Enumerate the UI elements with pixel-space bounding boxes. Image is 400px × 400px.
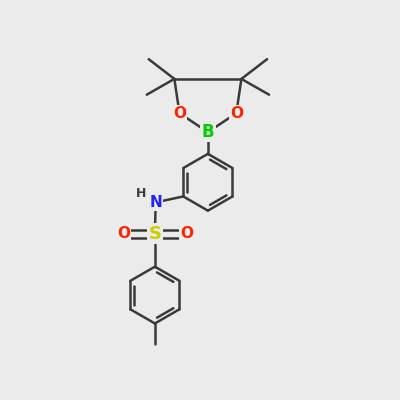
Text: O: O bbox=[173, 106, 186, 121]
Text: S: S bbox=[148, 225, 161, 243]
Text: B: B bbox=[202, 123, 214, 141]
Text: O: O bbox=[180, 226, 193, 242]
Text: O: O bbox=[230, 106, 243, 121]
Text: O: O bbox=[117, 226, 130, 242]
Text: H: H bbox=[136, 187, 146, 200]
Text: N: N bbox=[149, 195, 162, 210]
